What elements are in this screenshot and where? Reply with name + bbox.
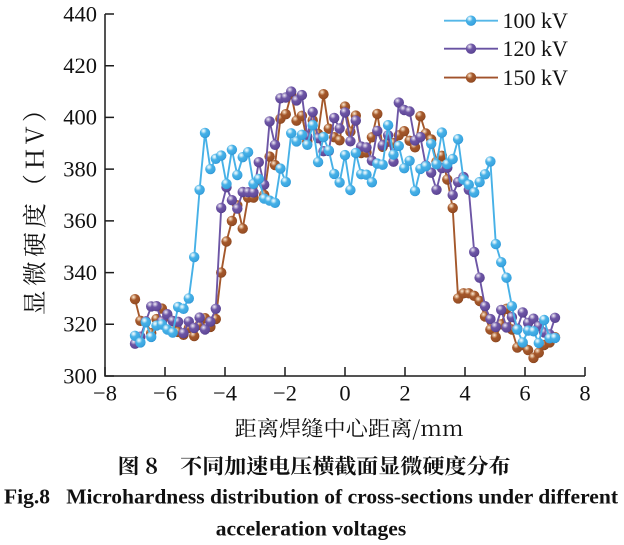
svg-text:320: 320 (63, 312, 97, 337)
svg-text:Fig.8 Microhardness distribu: Fig.8 Microhardness distribution of cros… (4, 485, 619, 509)
svg-text:300: 300 (63, 363, 97, 388)
svg-text:420: 420 (63, 53, 97, 78)
svg-text:acceleration voltages: acceleration voltages (216, 517, 406, 541)
svg-text:400: 400 (63, 105, 97, 130)
svg-text:0: 0 (339, 381, 350, 406)
svg-text:6: 6 (519, 381, 530, 406)
svg-text:−4: −4 (213, 381, 237, 406)
svg-text:380: 380 (63, 156, 97, 181)
svg-text:150 kV: 150 kV (503, 65, 569, 90)
svg-text:−2: −2 (273, 381, 297, 406)
svg-text:360: 360 (63, 208, 97, 233)
svg-text:440: 440 (63, 1, 97, 26)
svg-text:100 kV: 100 kV (503, 8, 569, 33)
svg-text:−6: −6 (153, 381, 177, 406)
svg-text:8: 8 (579, 381, 590, 406)
svg-text:2: 2 (399, 381, 410, 406)
svg-text:340: 340 (63, 260, 97, 285)
svg-text:−8: −8 (93, 381, 117, 406)
svg-text:120 kV: 120 kV (503, 36, 569, 61)
svg-text:4: 4 (459, 381, 470, 406)
